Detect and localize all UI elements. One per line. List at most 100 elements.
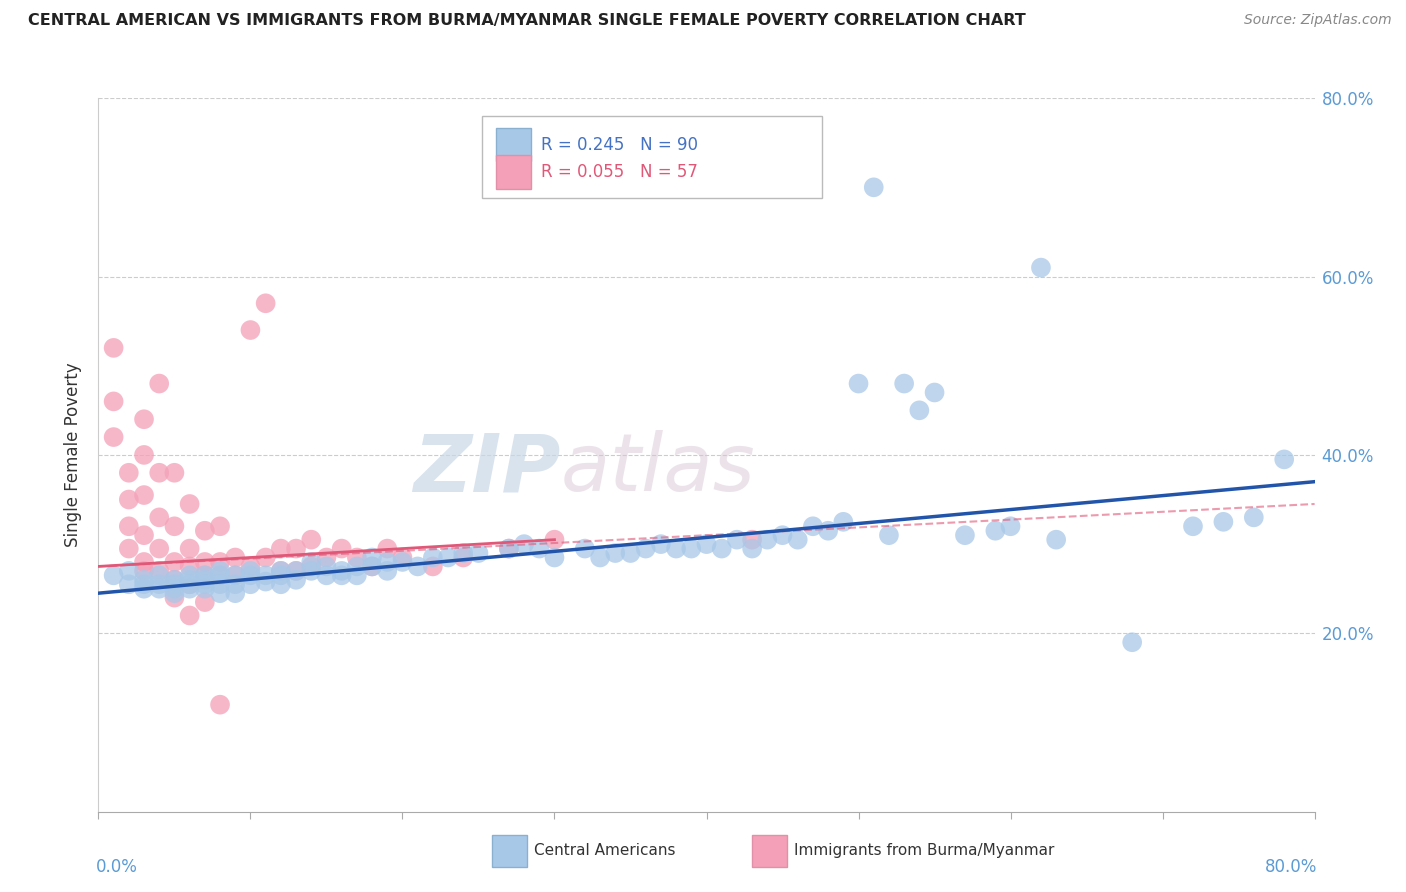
Point [132,412,155,426]
Point [209,577,232,591]
Point [209,568,232,582]
Point [908,403,931,417]
Point [239,577,262,591]
Point [194,582,217,596]
Point [118,541,141,556]
Point [132,528,155,542]
Point [270,541,292,556]
Text: CENTRAL AMERICAN VS IMMIGRANTS FROM BURMA/MYANMAR SINGLE FEMALE POVERTY CORRELAT: CENTRAL AMERICAN VS IMMIGRANTS FROM BURM… [28,13,1026,29]
Point [179,568,201,582]
Point [299,559,322,574]
Point [299,555,322,569]
Point [330,568,353,582]
Point [194,595,217,609]
Point [224,550,246,565]
Point [299,564,322,578]
Point [741,533,763,547]
Text: ZIP: ZIP [413,430,561,508]
Point [163,573,186,587]
Point [254,568,277,582]
Point [619,546,641,560]
Point [163,466,186,480]
Point [543,550,565,565]
Point [924,385,946,400]
Text: Immigrants from Burma/Myanmar: Immigrants from Burma/Myanmar [794,844,1054,858]
Point [103,341,125,355]
Point [179,559,201,574]
Point [1212,515,1234,529]
Point [103,430,125,444]
Point [239,559,262,574]
Point [953,528,976,542]
Point [118,492,141,507]
Point [224,568,246,582]
Point [179,541,201,556]
Point [179,577,201,591]
Point [194,577,217,591]
Point [239,564,262,578]
Point [741,541,763,556]
Point [148,510,170,524]
Point [1121,635,1143,649]
Point [513,537,536,551]
Point [437,550,460,565]
Point [224,577,246,591]
Point [132,488,155,502]
Point [330,564,353,578]
Text: 80.0%: 80.0% [1264,858,1317,876]
Point [710,541,733,556]
Point [422,550,444,565]
Point [786,533,808,547]
Point [270,577,292,591]
Point [132,582,155,596]
Point [194,573,217,587]
Point [254,550,277,565]
Point [254,296,277,310]
Point [574,541,596,556]
Point [361,559,384,574]
Text: Central Americans: Central Americans [534,844,676,858]
Point [148,466,170,480]
Point [893,376,915,391]
Point [1182,519,1205,533]
Point [315,559,337,574]
Point [179,573,201,587]
Point [756,533,779,547]
Point [163,519,186,533]
Point [529,541,551,556]
Point [132,573,155,587]
Point [270,564,292,578]
Point [315,550,337,565]
Point [118,466,141,480]
Point [239,568,262,582]
Point [209,564,232,578]
Point [148,577,170,591]
Point [163,555,186,569]
Point [179,608,201,623]
Point [650,537,672,551]
Point [148,564,170,578]
Text: R = 0.055   N = 57: R = 0.055 N = 57 [540,163,697,181]
Point [224,586,246,600]
Point [285,564,308,578]
Point [346,550,368,565]
Point [315,568,337,582]
Point [877,528,900,542]
Point [984,524,1007,538]
Point [832,515,855,529]
Point [209,519,232,533]
Point [1045,533,1067,547]
Point [103,394,125,409]
Point [270,564,292,578]
Point [179,582,201,596]
Point [589,550,612,565]
Point [498,541,520,556]
Point [634,541,657,556]
Point [148,582,170,596]
Point [163,586,186,600]
Point [148,376,170,391]
Point [209,568,232,582]
Point [239,323,262,337]
Point [375,541,398,556]
Point [1029,260,1052,275]
